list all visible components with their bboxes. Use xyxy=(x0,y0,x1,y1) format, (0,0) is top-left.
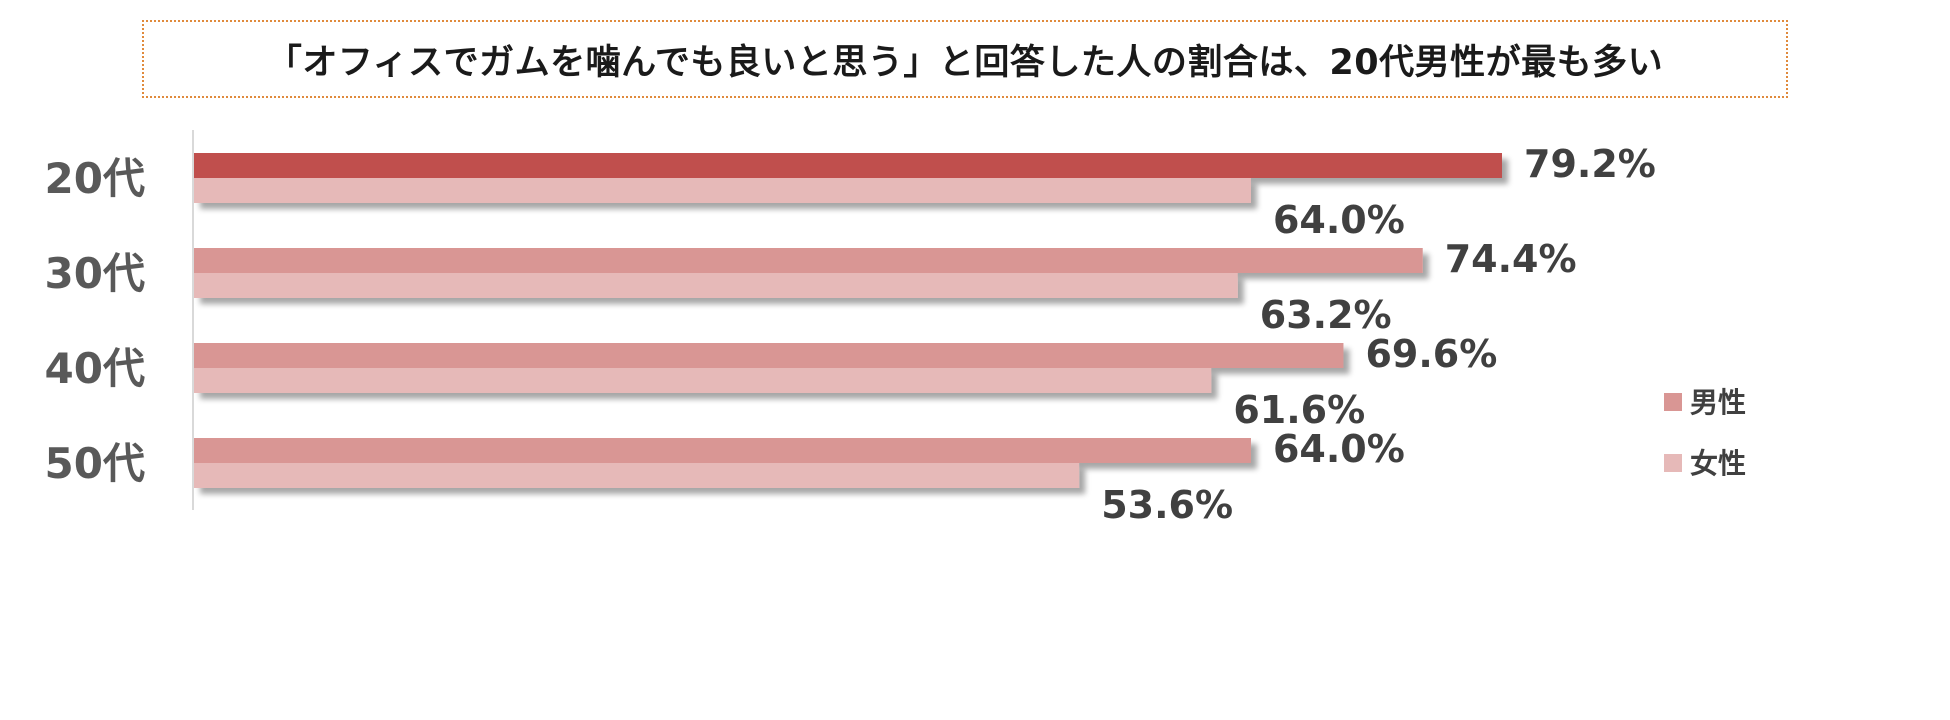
chart-title: 「オフィスでガムを噛んでも良いと思う」と回答した人の割合は、20代男性が最も多い xyxy=(266,42,1664,83)
value-label-male-1: 74.4% xyxy=(1445,237,1577,281)
category-label-2: 40代 xyxy=(45,344,145,393)
value-label-female-2: 61.6% xyxy=(1233,388,1365,432)
legend-label-0: 男性 xyxy=(1690,386,1746,419)
value-label-female-3: 53.6% xyxy=(1101,483,1233,527)
legend-label-1: 女性 xyxy=(1690,447,1746,480)
bar-female-2 xyxy=(194,368,1212,393)
category-label-0: 20代 xyxy=(45,154,145,203)
bar-male-0 xyxy=(194,153,1502,178)
value-label-male-3: 64.0% xyxy=(1273,427,1405,471)
bar-male-2 xyxy=(194,343,1344,368)
bar-male-1 xyxy=(194,248,1423,273)
bar-female-3 xyxy=(194,463,1080,488)
labels-layer: 20代 79.2% 64.0% 30代 74.4% 63.2% 40代 69.6%61.6% 5… xyxy=(45,142,1656,527)
value-label-female-0: 64.0% xyxy=(1273,198,1405,242)
bar-female-0 xyxy=(194,178,1251,203)
legend-swatch-1 xyxy=(1664,454,1682,472)
bar-male-3 xyxy=(194,438,1251,463)
bars-layer xyxy=(194,153,1502,488)
value-label-female-1: 63.2% xyxy=(1260,293,1392,337)
chart-title-box: 「オフィスでガムを噛んでも良いと思う」と回答した人の割合は、20代男性が最も多い xyxy=(142,20,1788,98)
legend-swatch-0 xyxy=(1664,393,1682,411)
category-label-3: 50代 xyxy=(45,439,145,488)
category-label-1: 30代 xyxy=(45,249,145,298)
value-label-male-2: 69.6% xyxy=(1365,332,1497,376)
bar-female-1 xyxy=(194,273,1238,298)
value-label-male-0: 79.2% xyxy=(1524,142,1656,186)
